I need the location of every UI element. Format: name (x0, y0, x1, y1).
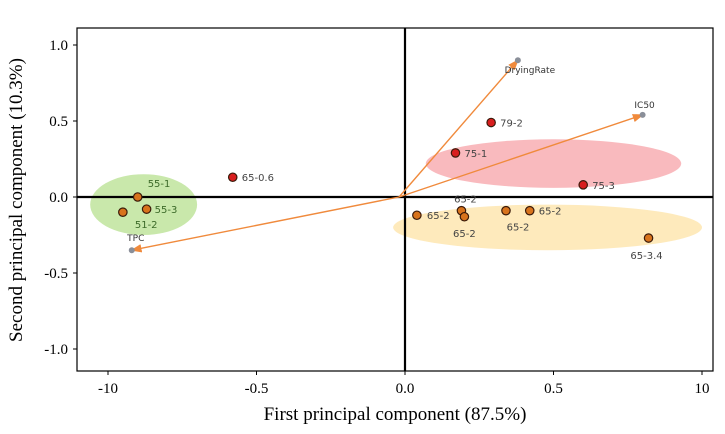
data-point (450, 148, 461, 158)
y-tick-label: 0.5 (49, 114, 68, 130)
point-label: 51-2 (135, 220, 158, 231)
data-point (459, 211, 470, 222)
y-tick-label: -0.5 (44, 266, 68, 282)
group-ellipse (393, 204, 702, 251)
loading-label: IC50 (634, 101, 655, 111)
point-label: 75-3 (592, 181, 615, 192)
plot-frame (76, 27, 714, 372)
point-label: 65-3.4 (630, 251, 662, 262)
data-point (141, 204, 152, 214)
loading-vectors: DryingRate IC50 TPC (126, 57, 655, 254)
x-tick-label: 0.0 (396, 381, 415, 397)
point-label: 75-1 (464, 149, 487, 160)
loading-arrow (130, 196, 400, 253)
loading-arrow (398, 114, 644, 198)
point-label: 55-3 (155, 205, 178, 216)
x-tick-label: 10 (695, 381, 710, 397)
data-point (227, 172, 238, 183)
group-ellipse (425, 139, 682, 188)
zero-axes (77, 28, 713, 371)
point-label: 65-2 (427, 211, 450, 222)
loading-label: TPC (126, 234, 144, 244)
y-tick-label: -1.0 (44, 342, 68, 358)
point-label: 65-2 (453, 229, 476, 240)
x-tick-label: 0.5 (544, 381, 563, 397)
group-ellipses (90, 139, 702, 251)
group-ellipse (90, 174, 198, 236)
point-label: 65-2 (454, 195, 477, 206)
x-tick-label: -10 (98, 381, 118, 397)
point-label: 65-2 (539, 207, 562, 218)
tick-labels: -10 -0.5 0.0 0.5 10 1.0 0.5 0.0 -0.5 -1.0 (44, 38, 709, 397)
data-point (643, 233, 654, 243)
data-point (578, 180, 588, 190)
data-point (486, 117, 496, 128)
y-axis-title: Second principal component (10.3%) (6, 58, 27, 342)
point-label: 79-2 (500, 119, 523, 130)
sample-points: 55-155-351-265-0.679-275-175-365-265-265… (118, 117, 663, 262)
point-label: 55-1 (148, 179, 171, 190)
x-axis-title: First principal component (87.5%) (264, 404, 527, 425)
data-point (501, 205, 511, 216)
x-tick-label: -0.5 (245, 381, 269, 397)
loading-label: DryingRate (505, 66, 556, 76)
point-label: 65-2 (507, 223, 530, 234)
data-point (132, 192, 143, 202)
point-label: 65-0.6 (242, 173, 274, 184)
loading-endpoint (128, 247, 135, 254)
loading-arrow (398, 59, 519, 198)
data-point (118, 207, 128, 217)
loading-endpoint (514, 57, 521, 64)
y-tick-label: 0.0 (49, 190, 68, 206)
loading-endpoint (639, 111, 646, 118)
y-tick-label: 1.0 (49, 38, 68, 54)
data-point (524, 205, 535, 216)
data-point (412, 210, 422, 221)
